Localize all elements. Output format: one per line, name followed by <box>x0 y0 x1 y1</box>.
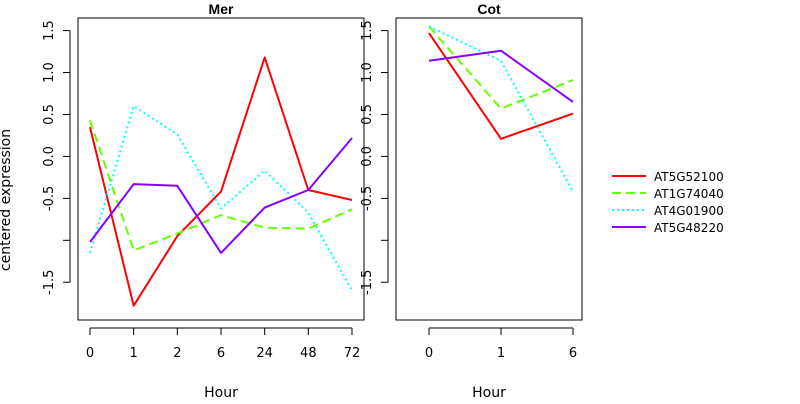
panel-1-y-tick-label: 0.5 <box>360 104 375 125</box>
panel-0-series-AT5G52100 <box>89 56 353 307</box>
panel-0-y-tick-label: 1.5 <box>42 20 57 41</box>
panel-1-series-AT5G48220 <box>428 49 574 103</box>
panel-0-x-tick-label: 2 <box>173 346 181 361</box>
panel-0-x-tick-label: 72 <box>344 346 361 361</box>
panel-0-x-tick-label: 6 <box>217 346 225 361</box>
panel-0-x-tick-label: 1 <box>130 346 138 361</box>
panel-0-y-tick-label: 0.5 <box>42 104 57 125</box>
panel-0-x-tick-label: 24 <box>256 346 273 361</box>
panel-0-x-axis-label: Hour <box>204 385 238 400</box>
panel-0-series-AT1G74040 <box>89 119 353 252</box>
legend-label: AT5G52100 <box>654 170 724 184</box>
panel-0-y-tick-label: -1.5 <box>42 270 57 295</box>
legend-label: AT1G74040 <box>654 187 724 201</box>
panel-0-y-tick-label: 0.0 <box>42 146 57 167</box>
panel-1-x-tick-label: 0 <box>425 346 433 361</box>
panel-1-y-tick-label: -1.5 <box>360 270 375 295</box>
panel-1-y-tick-label: -0.5 <box>360 186 375 211</box>
panel-0-x-tick-label: 0 <box>86 346 94 361</box>
legend-label: AT4G01900 <box>654 204 724 218</box>
panel-1-y-tick-label: 1.5 <box>360 20 375 41</box>
panel-1-series-AT4G01900 <box>428 25 574 193</box>
panel-1-y-tick-label: 1.0 <box>360 62 375 83</box>
panel-1-x-tick-label: 1 <box>497 346 505 361</box>
panel-0-series-AT4G01900 <box>89 105 353 292</box>
panel-1-y-tick-label: 0.0 <box>360 146 375 167</box>
panel-0-title: Mer <box>209 1 234 17</box>
panel-1-series-AT5G52100 <box>428 32 574 140</box>
panel-0-y-tick-label: 1.0 <box>42 62 57 83</box>
panel-1-frame <box>395 17 583 321</box>
panel-0-y-axis-label: centered expression <box>0 129 14 271</box>
panel-1-series-AT1G74040 <box>428 25 574 110</box>
panel-0-y-tick-label: -0.5 <box>42 186 57 211</box>
panel-1-x-tick-label: 6 <box>569 346 577 361</box>
panel-1-title: Cot <box>477 1 501 17</box>
legend-label: AT5G48220 <box>654 221 724 235</box>
panel-0: Mer 0 1 2 6 24 48 72 Hour 1.5 1.0 0.5 0.0 -0.5 -1.5 cen… <box>0 1 365 401</box>
panel-0-frame <box>77 17 365 321</box>
panel-0-x-tick-label: 48 <box>300 346 317 361</box>
panel-0-series-AT5G48220 <box>89 137 353 254</box>
legend: AT5G52100 AT1G74040 AT4G01900 AT5G48220 <box>612 170 724 235</box>
panel-1: Cot 0 1 6 Hour 1.5 1.0 0.5 0.0 -0.5 -1.5 <box>360 1 583 401</box>
panel-1-x-axis-label: Hour <box>472 385 506 400</box>
